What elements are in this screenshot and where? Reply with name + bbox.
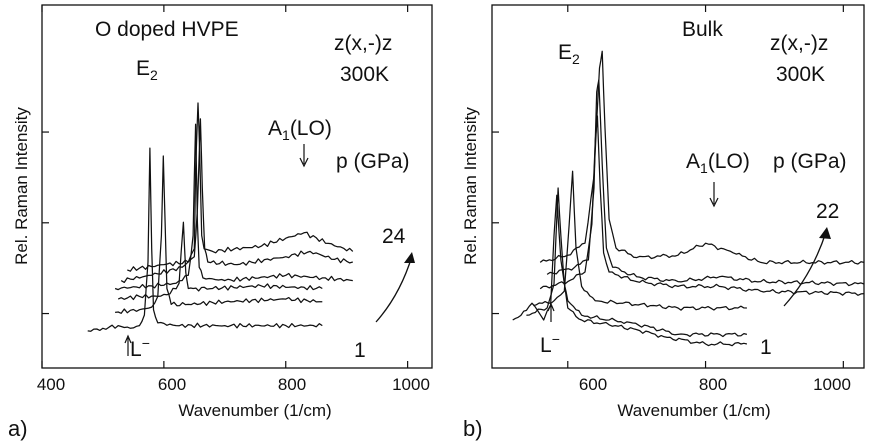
spectrum-b-5 [546,79,865,287]
pressure-high-a: 24 [382,225,406,248]
temperature-a: 300K [340,63,389,86]
spectra-a [87,102,354,332]
e2-label-b: E2 [558,41,580,67]
spectrum-a-1 [87,147,323,332]
spectrum-a-6 [127,102,354,272]
xlabel-a: Wavenumber (1/cm) [178,401,331,420]
a1lo-arrow-b [709,182,719,208]
temperature-b: 300K [776,63,825,86]
pressure-low-a: 1 [354,339,366,362]
pressure-arrow-a [375,252,415,323]
tick-marks-a [41,5,409,368]
svg-text:A1(LO): A1(LO) [686,150,750,176]
panel-a: O doped HVPE z(x,-)z 300K E2 A1(LO) p (G… [8,4,433,441]
pressure-arrow-b [783,227,831,307]
spectrum-a-2 [115,155,323,314]
plot-frame-a [41,4,433,369]
e2-label-a: E2 [136,57,158,83]
xtick-label-b-800: 800 [699,375,727,394]
pressure-label-a: p (GPa) [336,150,410,173]
xtick-label-a-1000: 1000 [392,375,430,394]
xtick-label-b-1000: 1000 [813,375,851,394]
xtick-label-a-400: 400 [37,375,65,394]
svg-text:L−: L− [130,335,150,361]
ylabel-b: Rel. Raman Intensity [461,107,480,265]
geometry-b: z(x,-)z [770,32,828,55]
spectra-b [512,50,865,347]
pressure-high-b: 22 [816,200,839,223]
svg-text:L−: L− [540,331,560,357]
lminus-label-a: L− [124,334,150,361]
spectrum-b-2 [526,187,748,338]
tick-marks-b [492,5,844,368]
a1lo-label-b: A1(LO) [686,150,750,176]
spectrum-b-3 [533,170,747,311]
a1lo-arrow-a [299,144,309,168]
svg-text:A1(LO): A1(LO) [268,117,332,143]
svg-text:E2: E2 [558,41,580,67]
spectrum-a-4 [114,123,353,291]
xtick-label-b-600: 600 [579,375,607,394]
xtick-label-a-800: 800 [278,375,306,394]
a1lo-label-a: A1(LO) [268,117,332,143]
xlabel-b: Wavenumber (1/cm) [617,401,770,420]
geometry-a: z(x,-)z [334,32,392,55]
lminus-label-b: L− [540,302,560,357]
spectrum-a-5 [120,118,353,284]
spectrum-a-3 [117,221,323,301]
panel-label-b: b) [463,416,483,441]
spectrum-b-1 [512,194,748,347]
pressure-low-b: 1 [760,336,772,359]
spectrum-b-6 [539,50,865,265]
svg-text:E2: E2 [136,57,158,83]
title-b: Bulk [682,18,723,41]
xtick-label-a-600: 600 [158,375,186,394]
ylabel-a: Rel. Raman Intensity [12,107,31,265]
panel-b: Bulk z(x,-)z 300K E2 A1(LO) p (GPa) 22 1… [461,4,865,441]
plot-frame-b [491,4,865,369]
title-a: O doped HVPE [95,18,239,41]
panel-label-a: a) [8,416,28,441]
pressure-label-b: p (GPa) [773,150,847,173]
